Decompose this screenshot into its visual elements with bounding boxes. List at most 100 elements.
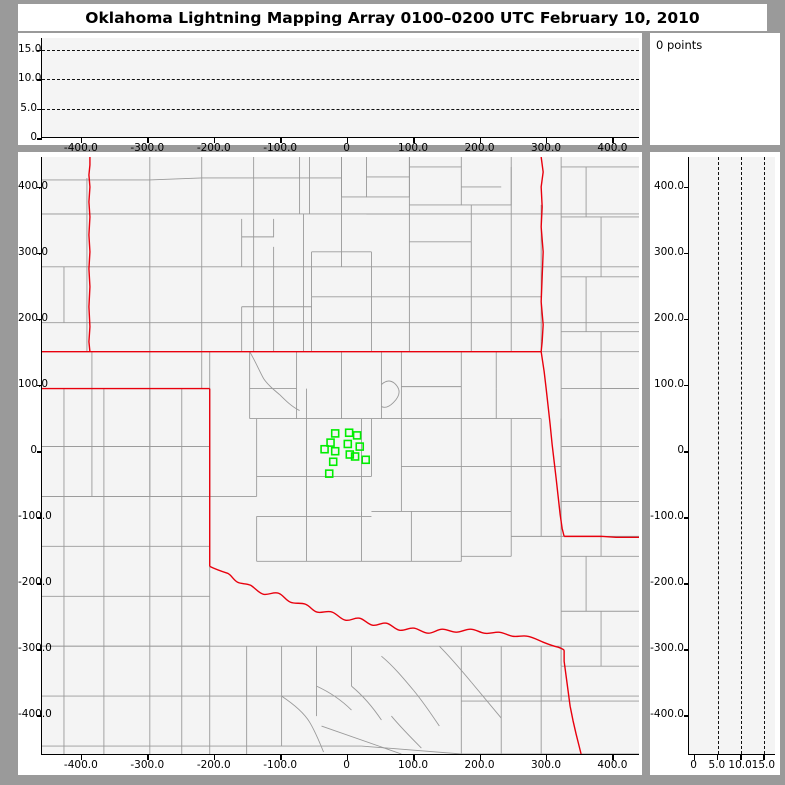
x-tick-label: 200.0 <box>464 759 495 771</box>
y-tick-label: -100.0 <box>18 510 52 523</box>
lightning-source-marker <box>361 455 371 465</box>
x-tick-label: 200.0 <box>464 142 495 154</box>
x-tick-label: 0 <box>343 759 350 771</box>
map-graphics <box>42 157 639 754</box>
x-tick-label: 300.0 <box>530 142 561 154</box>
x-tick-label: 15.0 <box>751 759 776 771</box>
lightning-source-marker <box>328 457 338 467</box>
y-tick-label: 300.0 <box>653 245 684 258</box>
x-tick-mark <box>545 755 548 760</box>
time-height-panel: 0 5.0 10.0 15.0 -400.0 -300.0 -200.0 -100.0 0 100… <box>18 33 642 154</box>
height-cross-section-plot-area[interactable] <box>688 157 775 755</box>
x-tick-label: -200.0 <box>196 142 231 154</box>
x-tick-mark <box>763 755 765 760</box>
y-tick-label: -400.0 <box>650 708 684 721</box>
gridline-h <box>42 108 639 110</box>
y-tick-label: 400.0 <box>18 179 49 192</box>
time-height-plot-area[interactable] <box>41 38 639 138</box>
page-title: Oklahoma Lightning Mapping Array 0100–02… <box>85 8 700 27</box>
y-tick-mark <box>684 715 689 717</box>
lightning-source-marker <box>355 442 365 451</box>
x-tick-label: 300.0 <box>530 759 561 771</box>
state-borders <box>42 157 639 754</box>
x-tick-label: -100.0 <box>263 142 298 154</box>
x-tick-mark <box>280 138 282 143</box>
y-tick-label: 5.0 <box>20 101 37 114</box>
lightning-source-marker <box>326 438 335 447</box>
height-cross-section-panel: 0 5.0 10.0 15.0 400.0 300.0 200.0 100.0 0 -100.0 -… <box>650 152 780 775</box>
y-tick-mark <box>37 318 42 321</box>
y-tick-mark <box>37 583 42 585</box>
y-tick-label: 0 <box>677 444 684 457</box>
y-tick-mark <box>37 715 42 717</box>
y-tick-label: 0 <box>30 444 37 457</box>
y-tick-mark <box>37 138 42 140</box>
county-borders-oklahoma <box>42 351 639 562</box>
gridline-v <box>717 157 719 754</box>
map-plot-area[interactable] <box>41 157 639 755</box>
lightning-source-marker <box>352 431 362 440</box>
y-tick-mark <box>37 517 42 519</box>
points-count-label: 0 points <box>656 38 703 52</box>
lightning-source-marker <box>350 452 360 461</box>
x-tick-mark <box>479 138 482 143</box>
x-tick-label: -400.0 <box>63 142 98 154</box>
y-tick-mark <box>37 252 42 255</box>
y-tick-mark <box>37 451 42 453</box>
y-tick-label: 10.0 <box>18 72 42 85</box>
x-tick-label: -100.0 <box>263 759 298 771</box>
y-tick-mark <box>37 79 42 81</box>
y-tick-label: 100.0 <box>18 377 49 390</box>
x-tick-mark <box>545 138 548 143</box>
title-bar: Oklahoma Lightning Mapping Array 0100–02… <box>18 4 767 31</box>
y-tick-label: 15.0 <box>18 42 42 55</box>
y-tick-label: 100.0 <box>653 377 684 390</box>
lightning-source-marker <box>345 450 355 459</box>
x-tick-label: 10.0 <box>728 759 752 771</box>
y-tick-mark <box>684 318 689 321</box>
lightning-source-markers <box>320 428 371 478</box>
y-tick-label: 200.0 <box>653 311 684 324</box>
y-tick-mark <box>684 517 689 519</box>
y-tick-mark <box>37 49 42 52</box>
lightning-source-marker <box>324 469 334 478</box>
x-tick-mark <box>716 755 719 760</box>
y-tick-label: 0 <box>30 131 37 143</box>
gridline-v <box>741 157 743 754</box>
y-tick-mark <box>684 583 689 585</box>
lightning-source-marker <box>330 429 340 438</box>
plan-view-map-panel: 400.0 300.0 200.0 100.0 0 -100.0 -200.0 -300.0 -… <box>18 152 642 775</box>
x-tick-mark <box>280 755 282 760</box>
gridline-h <box>42 79 639 81</box>
x-tick-label: -400.0 <box>63 759 98 771</box>
county-borders-east <box>560 388 639 667</box>
y-tick-label: 400.0 <box>653 179 684 192</box>
lightning-source-marker <box>344 428 354 438</box>
x-tick-label: 5.0 <box>708 759 726 771</box>
lightning-source-marker <box>343 439 353 449</box>
x-tick-mark <box>612 755 614 760</box>
x-tick-mark <box>693 755 696 760</box>
x-tick-mark <box>346 755 349 760</box>
y-tick-label: -300.0 <box>650 642 684 655</box>
x-tick-label: -300.0 <box>130 142 165 154</box>
x-tick-mark <box>346 138 349 143</box>
x-tick-mark <box>612 138 614 143</box>
y-tick-mark <box>684 252 689 255</box>
x-tick-label: 400.0 <box>597 759 628 771</box>
x-tick-mark <box>213 755 216 760</box>
y-tick-label: -100.0 <box>650 510 684 523</box>
x-tick-mark <box>740 755 742 760</box>
gridline-v <box>764 157 766 754</box>
x-tick-mark <box>413 755 415 760</box>
county-borders-texas <box>42 388 639 754</box>
y-tick-label: 300.0 <box>18 245 49 258</box>
x-tick-label: -200.0 <box>196 759 231 771</box>
y-tick-mark <box>37 384 42 387</box>
y-tick-mark <box>684 186 689 189</box>
y-tick-mark <box>684 649 689 651</box>
x-tick-label: 0 <box>343 142 350 154</box>
x-tick-mark <box>213 138 216 143</box>
y-tick-mark <box>37 186 42 189</box>
